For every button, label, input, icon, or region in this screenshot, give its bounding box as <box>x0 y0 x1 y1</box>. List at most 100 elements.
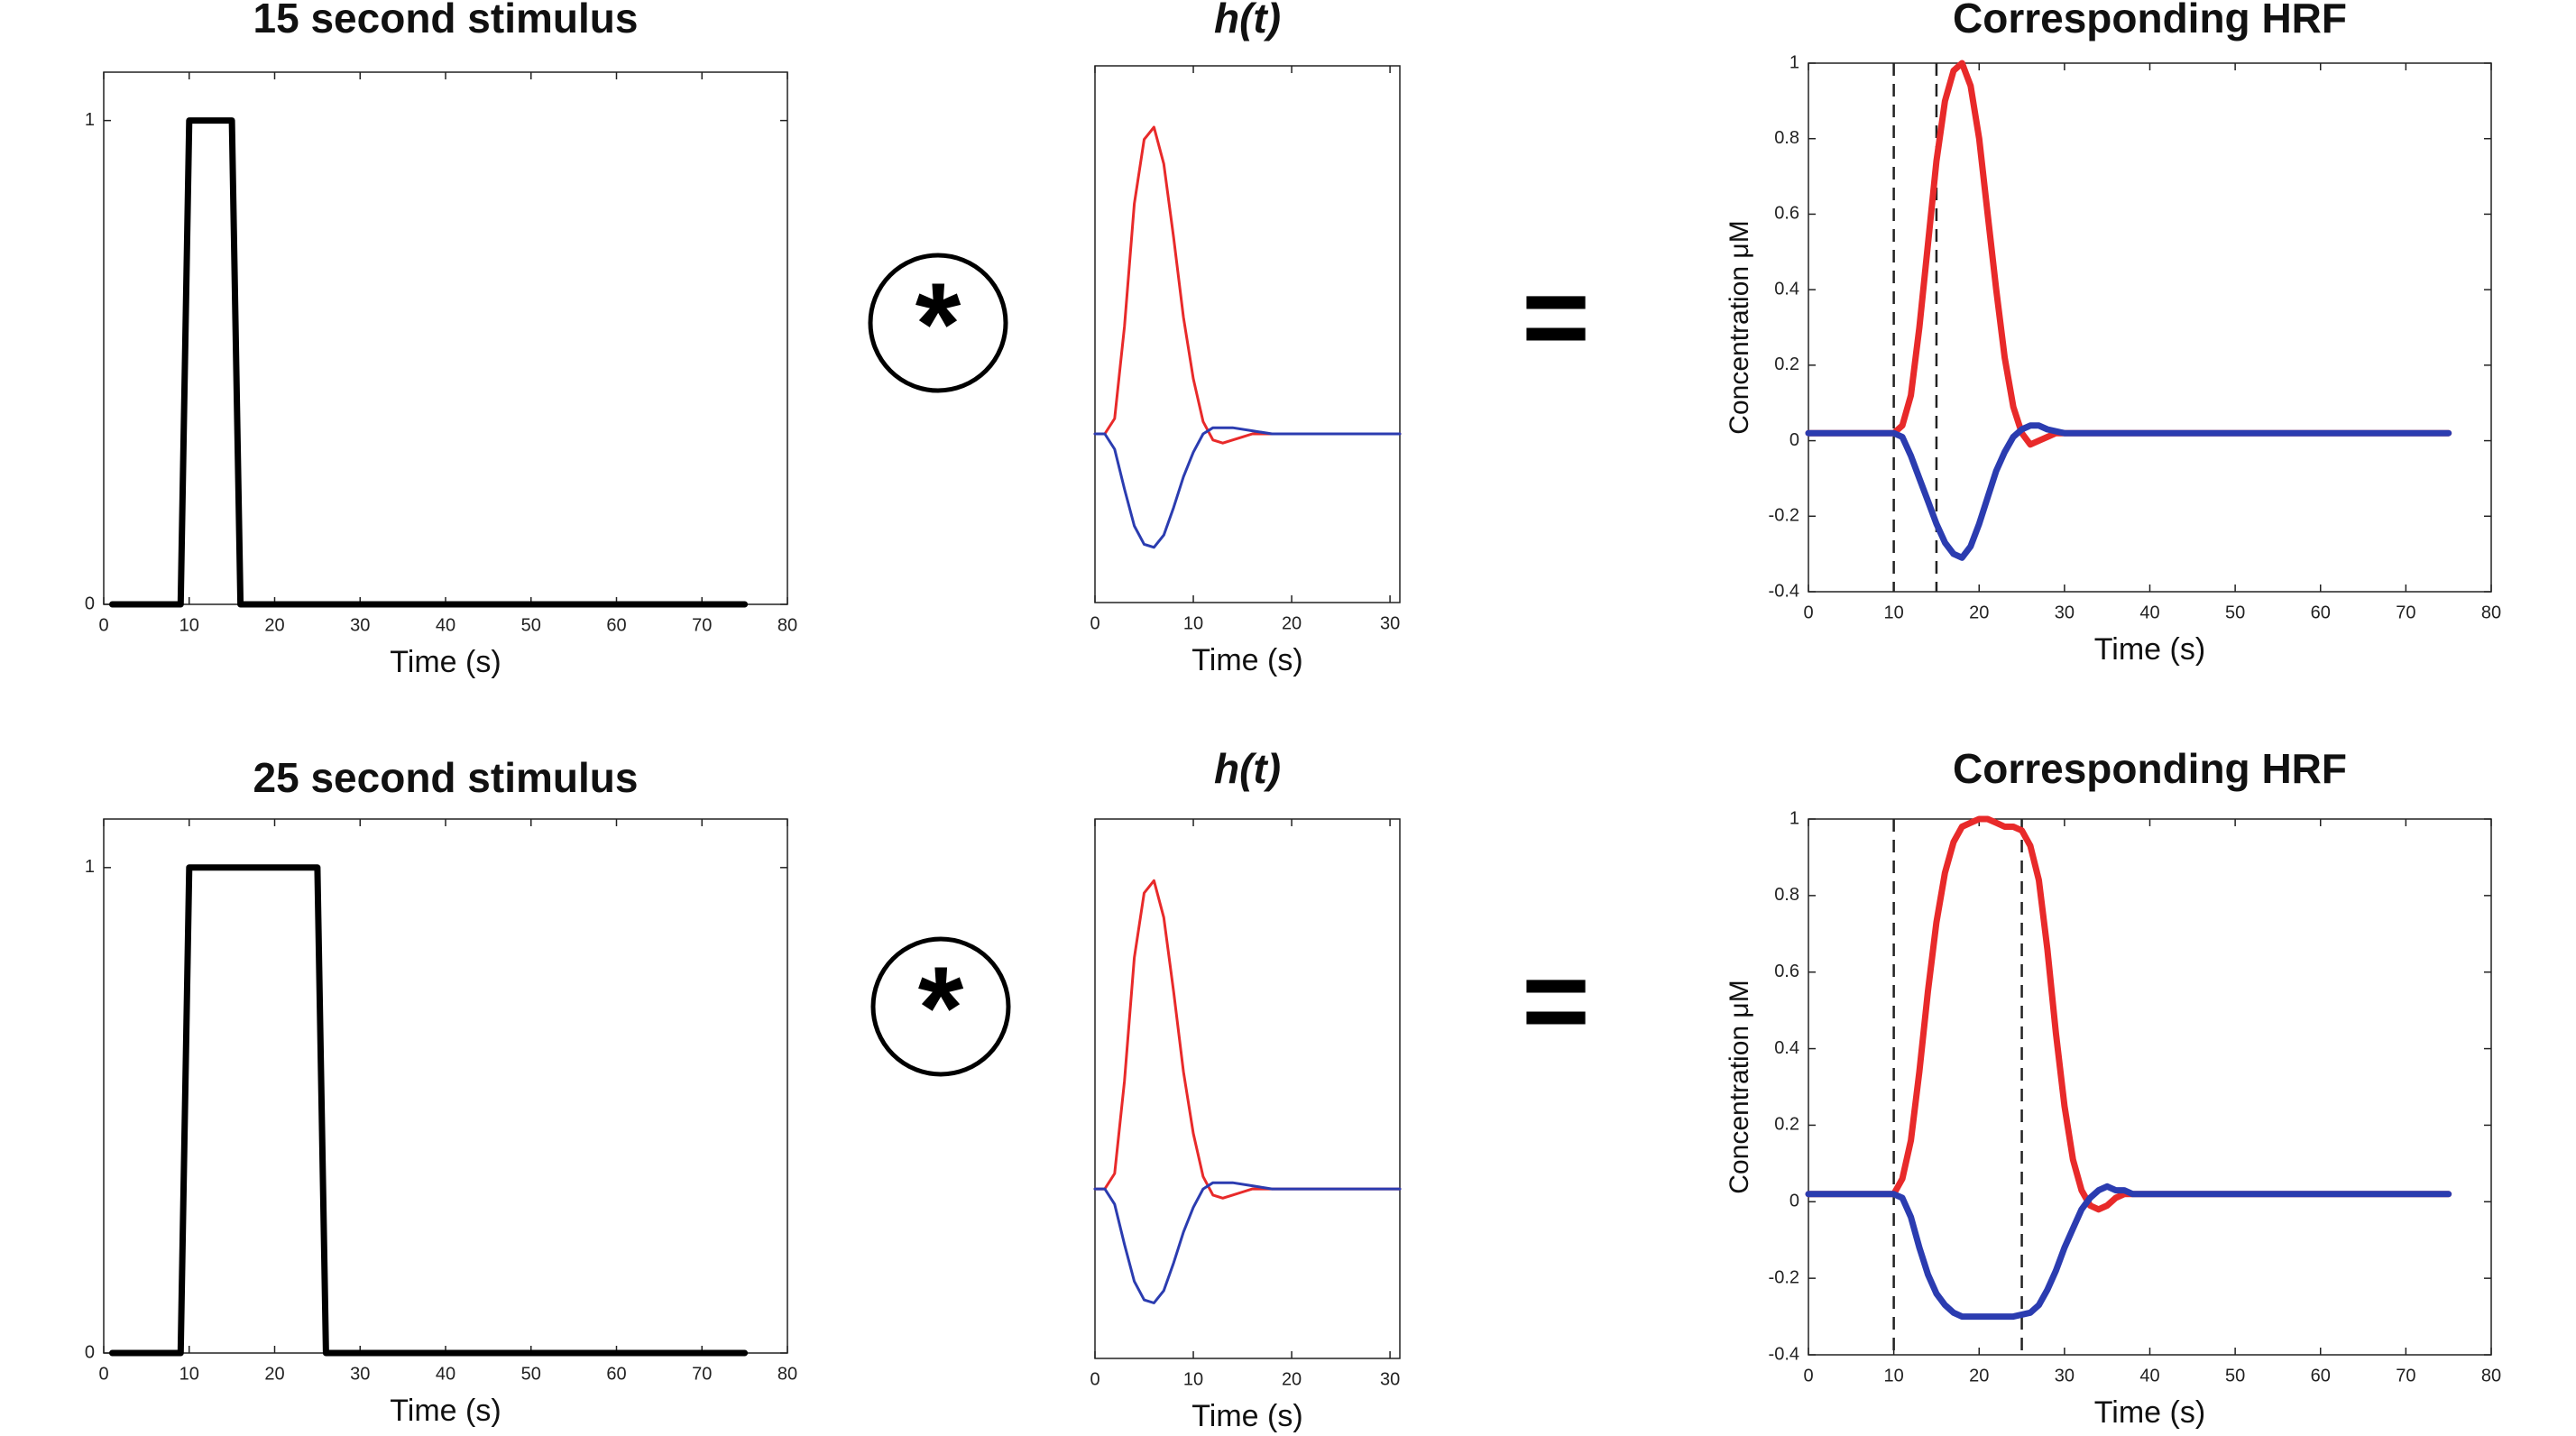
equals-operator: = <box>1522 934 1590 1066</box>
y-tick-label: 1 <box>85 110 95 130</box>
x-axis-label: Time (s) <box>390 1394 501 1428</box>
x-tick-label: 60 <box>2311 603 2331 622</box>
plot-area <box>1808 62 2492 593</box>
y-tick-label: 0.2 <box>1774 354 1799 374</box>
x-tick-label: 50 <box>521 1364 541 1384</box>
x-tick-label: 80 <box>2481 603 2501 622</box>
x-tick-label: 80 <box>2481 1366 2501 1385</box>
x-tick-label: 70 <box>692 1364 712 1384</box>
series-line-2 <box>1093 1181 1402 1304</box>
operator-star: * <box>918 942 964 1073</box>
x-tick-label: 40 <box>2139 603 2159 622</box>
y-tick-label: 0 <box>1789 1192 1799 1211</box>
y-tick-label: 0.8 <box>1774 128 1799 148</box>
chart-title: h(t) <box>1214 745 1281 792</box>
x-tick-label: 0 <box>1090 613 1099 633</box>
x-axis-label: Time (s) <box>1191 643 1302 677</box>
x-axis-label: Time (s) <box>1191 1399 1302 1433</box>
chart-panel-5: h(t) 0 10 20 30 Time (s) <box>1090 745 1402 1433</box>
y-tick-label: 0.8 <box>1774 885 1799 905</box>
x-tick-label: 20 <box>1282 1369 1302 1389</box>
x-tick-label: 30 <box>1380 1369 1400 1389</box>
x-tick-label: 10 <box>1884 1366 1904 1385</box>
y-tick-label: 0 <box>85 594 95 613</box>
y-tick-label: 0.4 <box>1774 279 1799 299</box>
x-tick-label: 0 <box>98 1364 108 1384</box>
x-tick-label: 50 <box>2225 1366 2245 1385</box>
y-tick-label: 0.6 <box>1774 204 1799 224</box>
y-tick-label: -0.2 <box>1769 1267 1799 1287</box>
x-tick-label: 40 <box>436 615 455 635</box>
x-tick-label: 70 <box>692 615 712 635</box>
convolution-operator: * <box>868 253 1008 393</box>
chart-title: Corresponding HRF <box>1953 0 2347 41</box>
chart-title: Corresponding HRF <box>1953 745 2347 792</box>
y-tick-label: 1 <box>1789 808 1799 828</box>
chart-title: h(t) <box>1214 0 1281 41</box>
x-tick-label: 20 <box>264 1364 284 1384</box>
series-line-1 <box>109 864 749 1357</box>
x-tick-label: 60 <box>2311 1366 2331 1385</box>
y-tick-label: 0 <box>85 1342 95 1362</box>
x-tick-label: 0 <box>1090 1369 1099 1389</box>
x-tick-label: 60 <box>606 1364 626 1384</box>
y-tick-label: 0.4 <box>1774 1038 1799 1058</box>
chart-panel-2: h(t) 0 10 20 30 Time (s) <box>1090 0 1402 677</box>
x-tick-label: 40 <box>436 1364 455 1384</box>
x-tick-label: 30 <box>1380 613 1400 633</box>
operator-star: * <box>915 258 961 390</box>
y-tick-label: -0.2 <box>1769 506 1799 526</box>
x-tick-label: 50 <box>2225 603 2245 622</box>
x-tick-label: 10 <box>1183 613 1203 633</box>
chart-title: 15 second stimulus <box>253 0 639 41</box>
plot-area <box>103 71 788 605</box>
equals-operator: = <box>1522 251 1590 382</box>
chart-panel-4: 25 second stimulus 0 10 20 30 40 50 60 70 80 0 1 Tim… <box>85 754 797 1428</box>
x-tick-label: 30 <box>2055 603 2075 622</box>
y-tick-label: -0.4 <box>1769 1344 1799 1364</box>
plot-area <box>1094 65 1401 603</box>
plot-area <box>1094 818 1401 1359</box>
x-tick-label: 30 <box>2055 1366 2075 1385</box>
x-tick-label: 30 <box>350 1364 370 1384</box>
x-tick-label: 30 <box>350 615 370 635</box>
chart-panel-1: 15 second stimulus 0 10 20 30 40 50 60 70 80 0 1 Tim… <box>85 0 797 679</box>
x-tick-label: 80 <box>777 1364 797 1384</box>
x-tick-label: 0 <box>1803 1366 1813 1385</box>
x-tick-label: 80 <box>777 615 797 635</box>
x-axis-label: Time (s) <box>390 645 501 679</box>
y-tick-label: -0.4 <box>1769 581 1799 601</box>
y-axis-label: Concentration μM <box>1725 220 1754 434</box>
operator-circle <box>868 253 1008 393</box>
y-tick-label: 0.6 <box>1774 962 1799 981</box>
x-tick-label: 70 <box>2396 603 2415 622</box>
x-tick-label: 10 <box>1183 1369 1203 1389</box>
series-line-2 <box>1093 426 1402 549</box>
y-tick-label: 1 <box>1789 52 1799 72</box>
convolution-operator: * <box>870 936 1011 1077</box>
x-tick-label: 20 <box>1969 1366 1989 1385</box>
series-line-1 <box>1805 815 2452 1213</box>
x-tick-label: 40 <box>2139 1366 2159 1385</box>
x-axis-label: Time (s) <box>2094 632 2205 667</box>
x-tick-label: 10 <box>179 1364 199 1384</box>
plot-area <box>1808 818 2492 1356</box>
x-tick-label: 10 <box>179 615 199 635</box>
x-tick-label: 60 <box>606 615 626 635</box>
x-tick-label: 50 <box>521 615 541 635</box>
series-line-2 <box>1805 422 2452 561</box>
x-tick-label: 70 <box>2396 1366 2415 1385</box>
y-axis-label: Concentration μM <box>1725 980 1754 1193</box>
series-line-2 <box>1805 1183 2452 1321</box>
x-tick-label: 0 <box>1803 603 1813 622</box>
y-tick-label: 1 <box>85 857 95 877</box>
x-tick-label: 20 <box>1969 603 1989 622</box>
y-tick-label: 0.2 <box>1774 1115 1799 1135</box>
x-tick-label: 10 <box>1884 603 1904 622</box>
chart-title: 25 second stimulus <box>253 754 639 801</box>
y-tick-label: 0 <box>1789 430 1799 450</box>
